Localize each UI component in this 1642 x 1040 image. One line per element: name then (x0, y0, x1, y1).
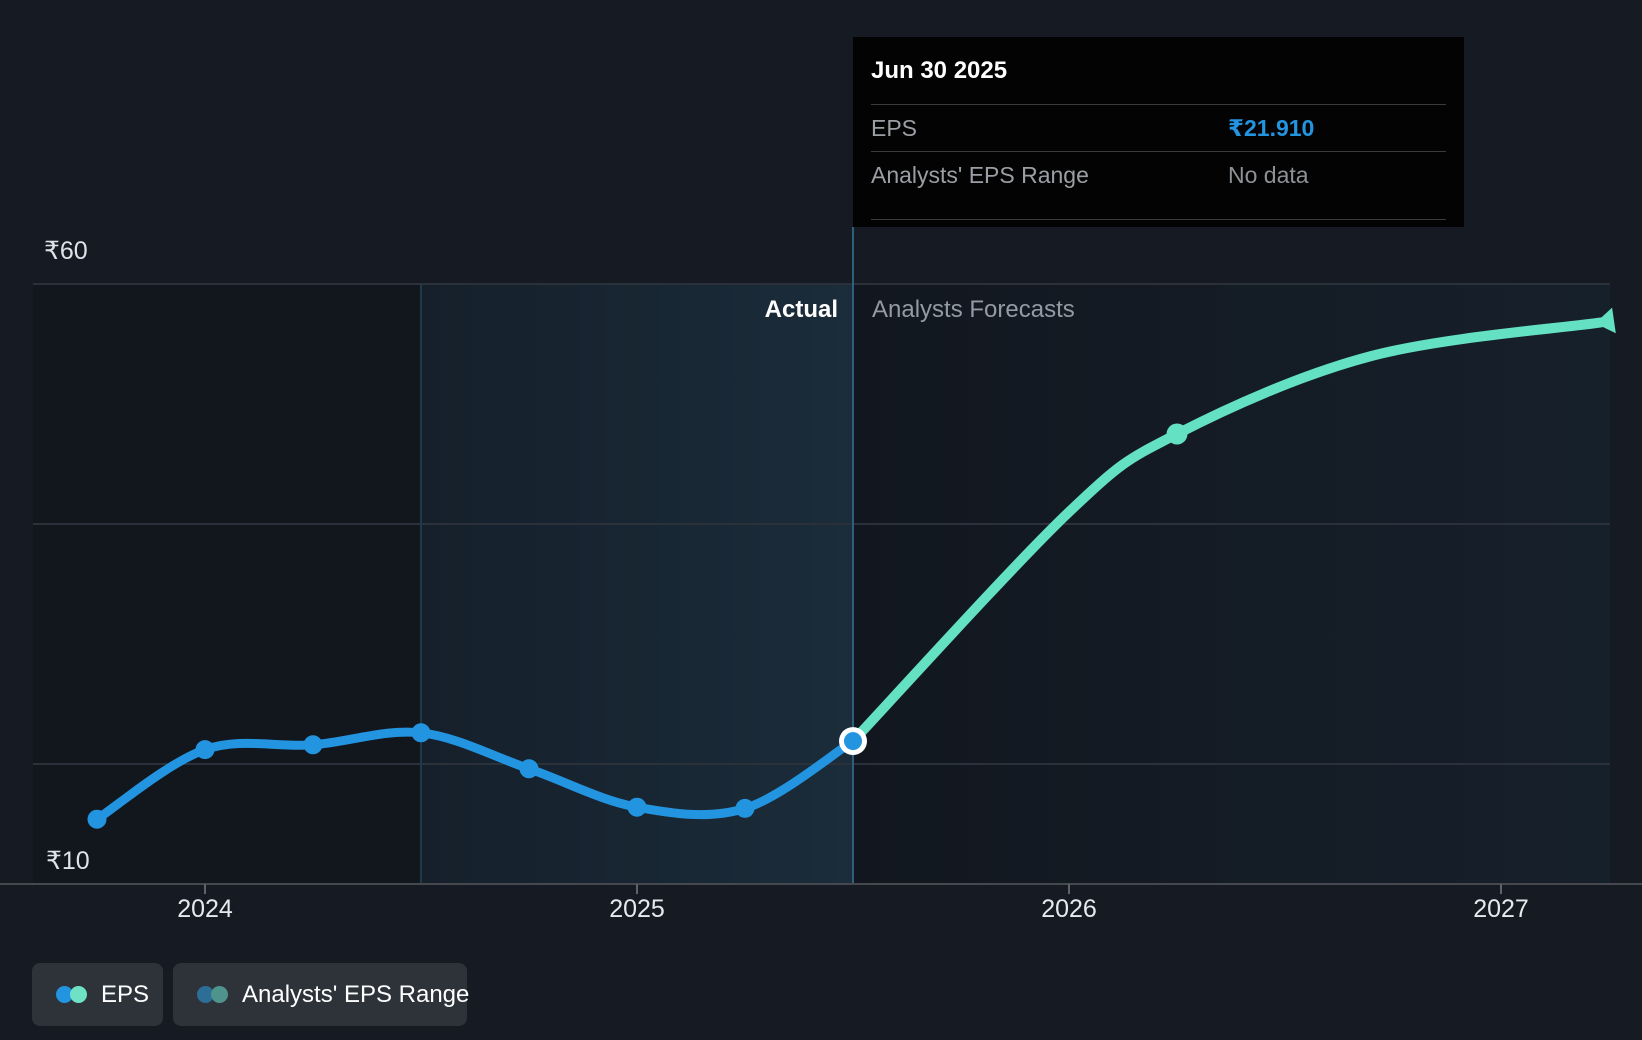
eps-data-point[interactable] (411, 723, 431, 743)
eps-blue-dot-icon (56, 986, 73, 1003)
x-axis-label-2025: 2025 (609, 895, 665, 923)
x-axis-label-2024: 2024 (177, 895, 233, 923)
forecast-arrowhead-icon (1595, 307, 1616, 334)
tooltip: Jun 30 2025 EPS ₹21.910 Analysts' EPS Ra… (853, 37, 1464, 227)
range-blue-dot-icon (197, 986, 214, 1003)
tooltip-eps-range-value: No data (1228, 161, 1309, 188)
eps-data-point[interactable] (195, 740, 215, 760)
eps-teal-dot-icon (70, 986, 87, 1003)
tooltip-row-eps: EPS ₹21.910 (871, 105, 1446, 152)
range-teal-dot-icon (211, 986, 228, 1003)
tooltip-date: Jun 30 2025 (871, 37, 1446, 105)
legend-analysts-eps-range[interactable]: Analysts' EPS Range (173, 963, 470, 1026)
tooltip-eps-value: ₹21.910 (1228, 114, 1315, 141)
highlight-band (421, 284, 853, 884)
tooltip-bottom-divider (871, 219, 1446, 220)
plot-area-past (33, 284, 421, 884)
x-axis-label-2027: 2027 (1473, 895, 1529, 923)
legend-analysts-eps-range-label: Analysts' EPS Range (242, 980, 470, 1008)
y-axis-label-bottom: ₹10 (46, 847, 90, 875)
eps-data-point[interactable] (303, 735, 323, 755)
forecast-data-point[interactable] (1166, 423, 1188, 445)
tooltip-eps-range-label: Analysts' EPS Range (871, 161, 1089, 188)
eps-data-point[interactable] (87, 809, 107, 829)
plot-area-forecast (853, 284, 1610, 884)
y-axis-label-top: ₹60 (44, 237, 88, 265)
legend-eps[interactable]: EPS (32, 963, 163, 1026)
eps-data-point[interactable] (735, 798, 755, 818)
legend-eps-label: EPS (101, 980, 150, 1008)
selected-data-point[interactable] (844, 732, 862, 751)
x-axis-label-2026: 2026 (1041, 895, 1097, 923)
tooltip-row-eps-range: Analysts' EPS Range No data (871, 152, 1446, 198)
actual-zone-label: Actual (764, 296, 838, 323)
forecast-zone-label: Analysts Forecasts (872, 296, 1075, 323)
eps-data-point[interactable] (519, 759, 539, 779)
tooltip-eps-label: EPS (871, 114, 918, 141)
eps-data-point[interactable] (627, 797, 647, 817)
